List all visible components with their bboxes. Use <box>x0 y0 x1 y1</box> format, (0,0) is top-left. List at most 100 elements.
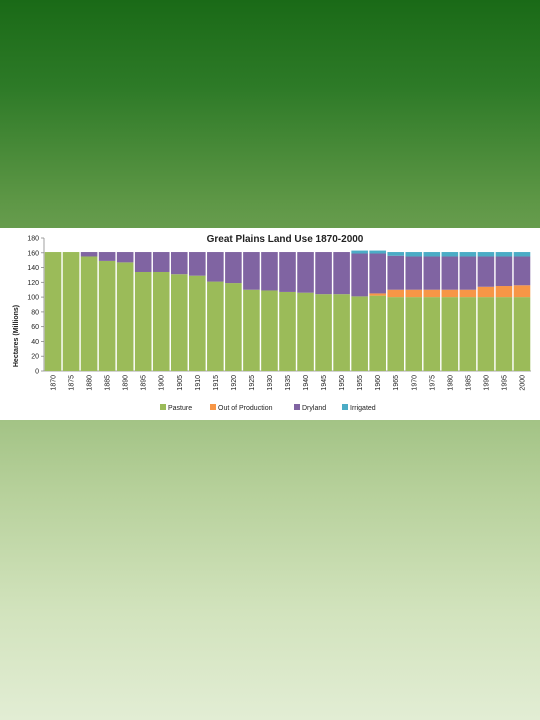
bar-segment <box>207 252 224 282</box>
x-tick-label: 1955 <box>357 375 364 391</box>
bar-segment <box>315 252 332 295</box>
x-tick-label: 1880 <box>87 375 94 391</box>
x-tick-label: 1885 <box>105 375 112 391</box>
chart-title: Great Plains Land Use 1870-2000 <box>207 234 364 245</box>
x-tick-label: 1900 <box>159 375 166 391</box>
x-tick-label: 1910 <box>195 375 202 391</box>
bar-segment <box>459 252 477 257</box>
bar-segment <box>495 297 513 371</box>
bar-segment <box>80 256 98 371</box>
bar-segment <box>441 289 459 298</box>
y-tick-label: 20 <box>31 354 39 361</box>
x-tick-label: 1960 <box>375 375 382 391</box>
bar-segment <box>98 252 116 261</box>
bar-segment <box>315 294 332 371</box>
x-tick-label: 1935 <box>285 375 292 391</box>
x-tick-label: 1925 <box>249 375 256 391</box>
x-tick-label: 1920 <box>231 375 238 391</box>
bar-segment <box>98 260 116 371</box>
bar-segment <box>477 256 495 287</box>
y-tick-label: 140 <box>27 265 39 272</box>
x-tick-label: 1980 <box>447 375 454 391</box>
x-tick-label: 1895 <box>141 375 148 391</box>
bar-segment <box>423 256 441 290</box>
legend-swatch <box>160 404 166 410</box>
bar-segment <box>116 252 134 263</box>
x-tick-label: 1915 <box>213 375 220 391</box>
y-tick-label: 40 <box>31 339 39 346</box>
bar-segment <box>189 252 206 276</box>
bar-segment <box>44 252 62 371</box>
bar-segment <box>261 290 278 371</box>
bar-segment <box>189 275 206 371</box>
bar-segment <box>225 252 242 284</box>
x-tick-label: 1950 <box>339 375 346 391</box>
bar-segment <box>152 252 170 272</box>
bar-segment <box>351 250 368 254</box>
y-tick-label: 180 <box>27 236 39 243</box>
bar-segment <box>423 252 441 257</box>
legend-swatch <box>210 404 216 410</box>
legend-swatch <box>294 404 300 410</box>
y-tick-label: 100 <box>27 295 39 302</box>
y-axis-label: Hectares (Millions) <box>13 305 20 367</box>
bar-segment <box>387 289 405 298</box>
bar-segment <box>369 293 386 296</box>
bar-segment <box>369 295 386 371</box>
x-tick-label: 1875 <box>69 375 76 391</box>
bar-segment <box>495 256 513 287</box>
x-tick-label: 1905 <box>177 375 184 391</box>
bar-segment <box>279 252 296 292</box>
bar-segment <box>459 289 477 298</box>
bar-segment <box>116 262 134 371</box>
bar-segment <box>134 271 152 371</box>
legend-label: Out of Production <box>218 405 273 412</box>
bar-segment <box>513 297 531 371</box>
bar-segment <box>333 252 350 295</box>
bar-segment <box>387 297 405 371</box>
land-use-chart: Great Plains Land Use 1870-2000 Hectares… <box>13 234 531 412</box>
bar-segment <box>243 289 260 371</box>
bar-segment <box>261 252 278 291</box>
legend-label: Pasture <box>168 405 192 412</box>
bar-segment <box>423 289 441 298</box>
bar-segment <box>225 283 242 371</box>
bar-segment <box>351 253 368 297</box>
bar-segment <box>405 297 423 371</box>
bar-segment <box>207 281 224 371</box>
y-tick-label: 0 <box>35 369 39 376</box>
x-tick-label: 1870 <box>51 375 58 391</box>
x-tick-label: 1930 <box>267 375 274 391</box>
y-tick-label: 80 <box>31 309 39 316</box>
bar-segment <box>441 256 459 290</box>
bar-segment <box>495 252 513 257</box>
bar-segment <box>243 252 260 290</box>
x-tick-label: 1995 <box>501 375 508 391</box>
bar-segment <box>297 252 314 293</box>
bar-segment <box>459 297 477 371</box>
bar-segment <box>80 252 98 257</box>
x-tick-label: 1985 <box>465 375 472 391</box>
bar-segment <box>477 297 495 371</box>
bar-segment <box>279 291 296 371</box>
bar-segment <box>513 252 531 257</box>
x-tick-label: 1990 <box>483 375 490 391</box>
y-tick-label: 120 <box>27 280 39 287</box>
bar-segment <box>134 252 152 272</box>
bar-segment <box>441 297 459 371</box>
bar-segment <box>405 256 423 290</box>
bar-segment <box>170 274 188 371</box>
bar-segment <box>423 297 441 371</box>
x-tick-label: 1940 <box>303 375 310 391</box>
bar-segment <box>513 285 531 298</box>
bar-segment <box>387 255 405 290</box>
bar-segment <box>351 296 368 371</box>
bar-segment <box>152 271 170 371</box>
legend-label: Irrigated <box>350 405 376 412</box>
legend-label: Dryland <box>302 405 326 412</box>
x-tick-label: 1890 <box>123 375 130 391</box>
x-tick-label: 1975 <box>429 375 436 391</box>
bar-segment <box>477 286 495 298</box>
bar-segment <box>387 252 405 256</box>
x-tick-label: 1970 <box>411 375 418 391</box>
